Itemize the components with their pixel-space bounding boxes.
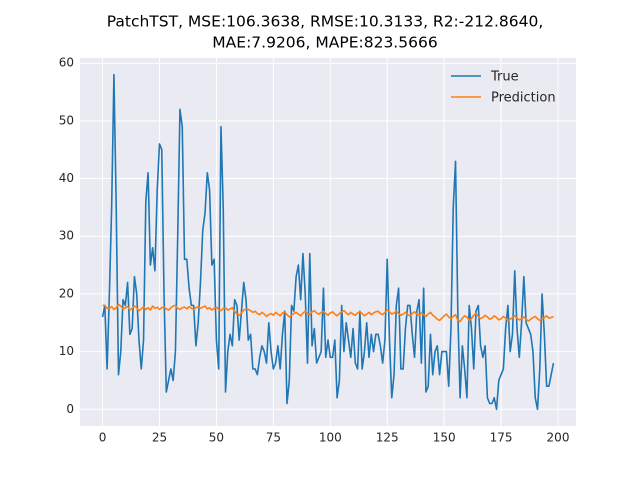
- series-line: [101, 73, 555, 411]
- plot-area: [80, 58, 576, 426]
- x-tick-label: 175: [490, 431, 513, 445]
- chart-title: MAE:7.9206, MAPE:823.5666: [212, 34, 437, 52]
- grid: [80, 58, 576, 426]
- x-tick-label: 0: [99, 431, 107, 445]
- y-tick-label: 50: [59, 113, 74, 127]
- x-tick-label: 75: [266, 431, 281, 445]
- x-tick-label: 100: [319, 431, 342, 445]
- legend: True Prediction: [451, 70, 556, 106]
- series-line: [102, 303, 554, 323]
- y-tick-label: 20: [59, 286, 74, 300]
- x-tick-label: 50: [209, 431, 224, 445]
- lines: [101, 73, 555, 411]
- x-tick-label: 200: [547, 431, 570, 445]
- y-tick-label: 40: [59, 171, 74, 185]
- x-tick-label: 150: [433, 431, 456, 445]
- x-tick-label: 25: [152, 431, 167, 445]
- y-tick-label: 0: [66, 402, 74, 416]
- legend-label: Prediction: [491, 91, 556, 106]
- y-tick-label: 10: [59, 344, 74, 358]
- legend-label: True: [490, 70, 519, 85]
- x-tick-label: 125: [376, 431, 399, 445]
- chart-title: PatchTST, MSE:106.3638, RMSE:10.3133, R2…: [107, 13, 544, 31]
- y-tick-label: 60: [59, 56, 74, 70]
- y-tick-label: 30: [59, 229, 74, 243]
